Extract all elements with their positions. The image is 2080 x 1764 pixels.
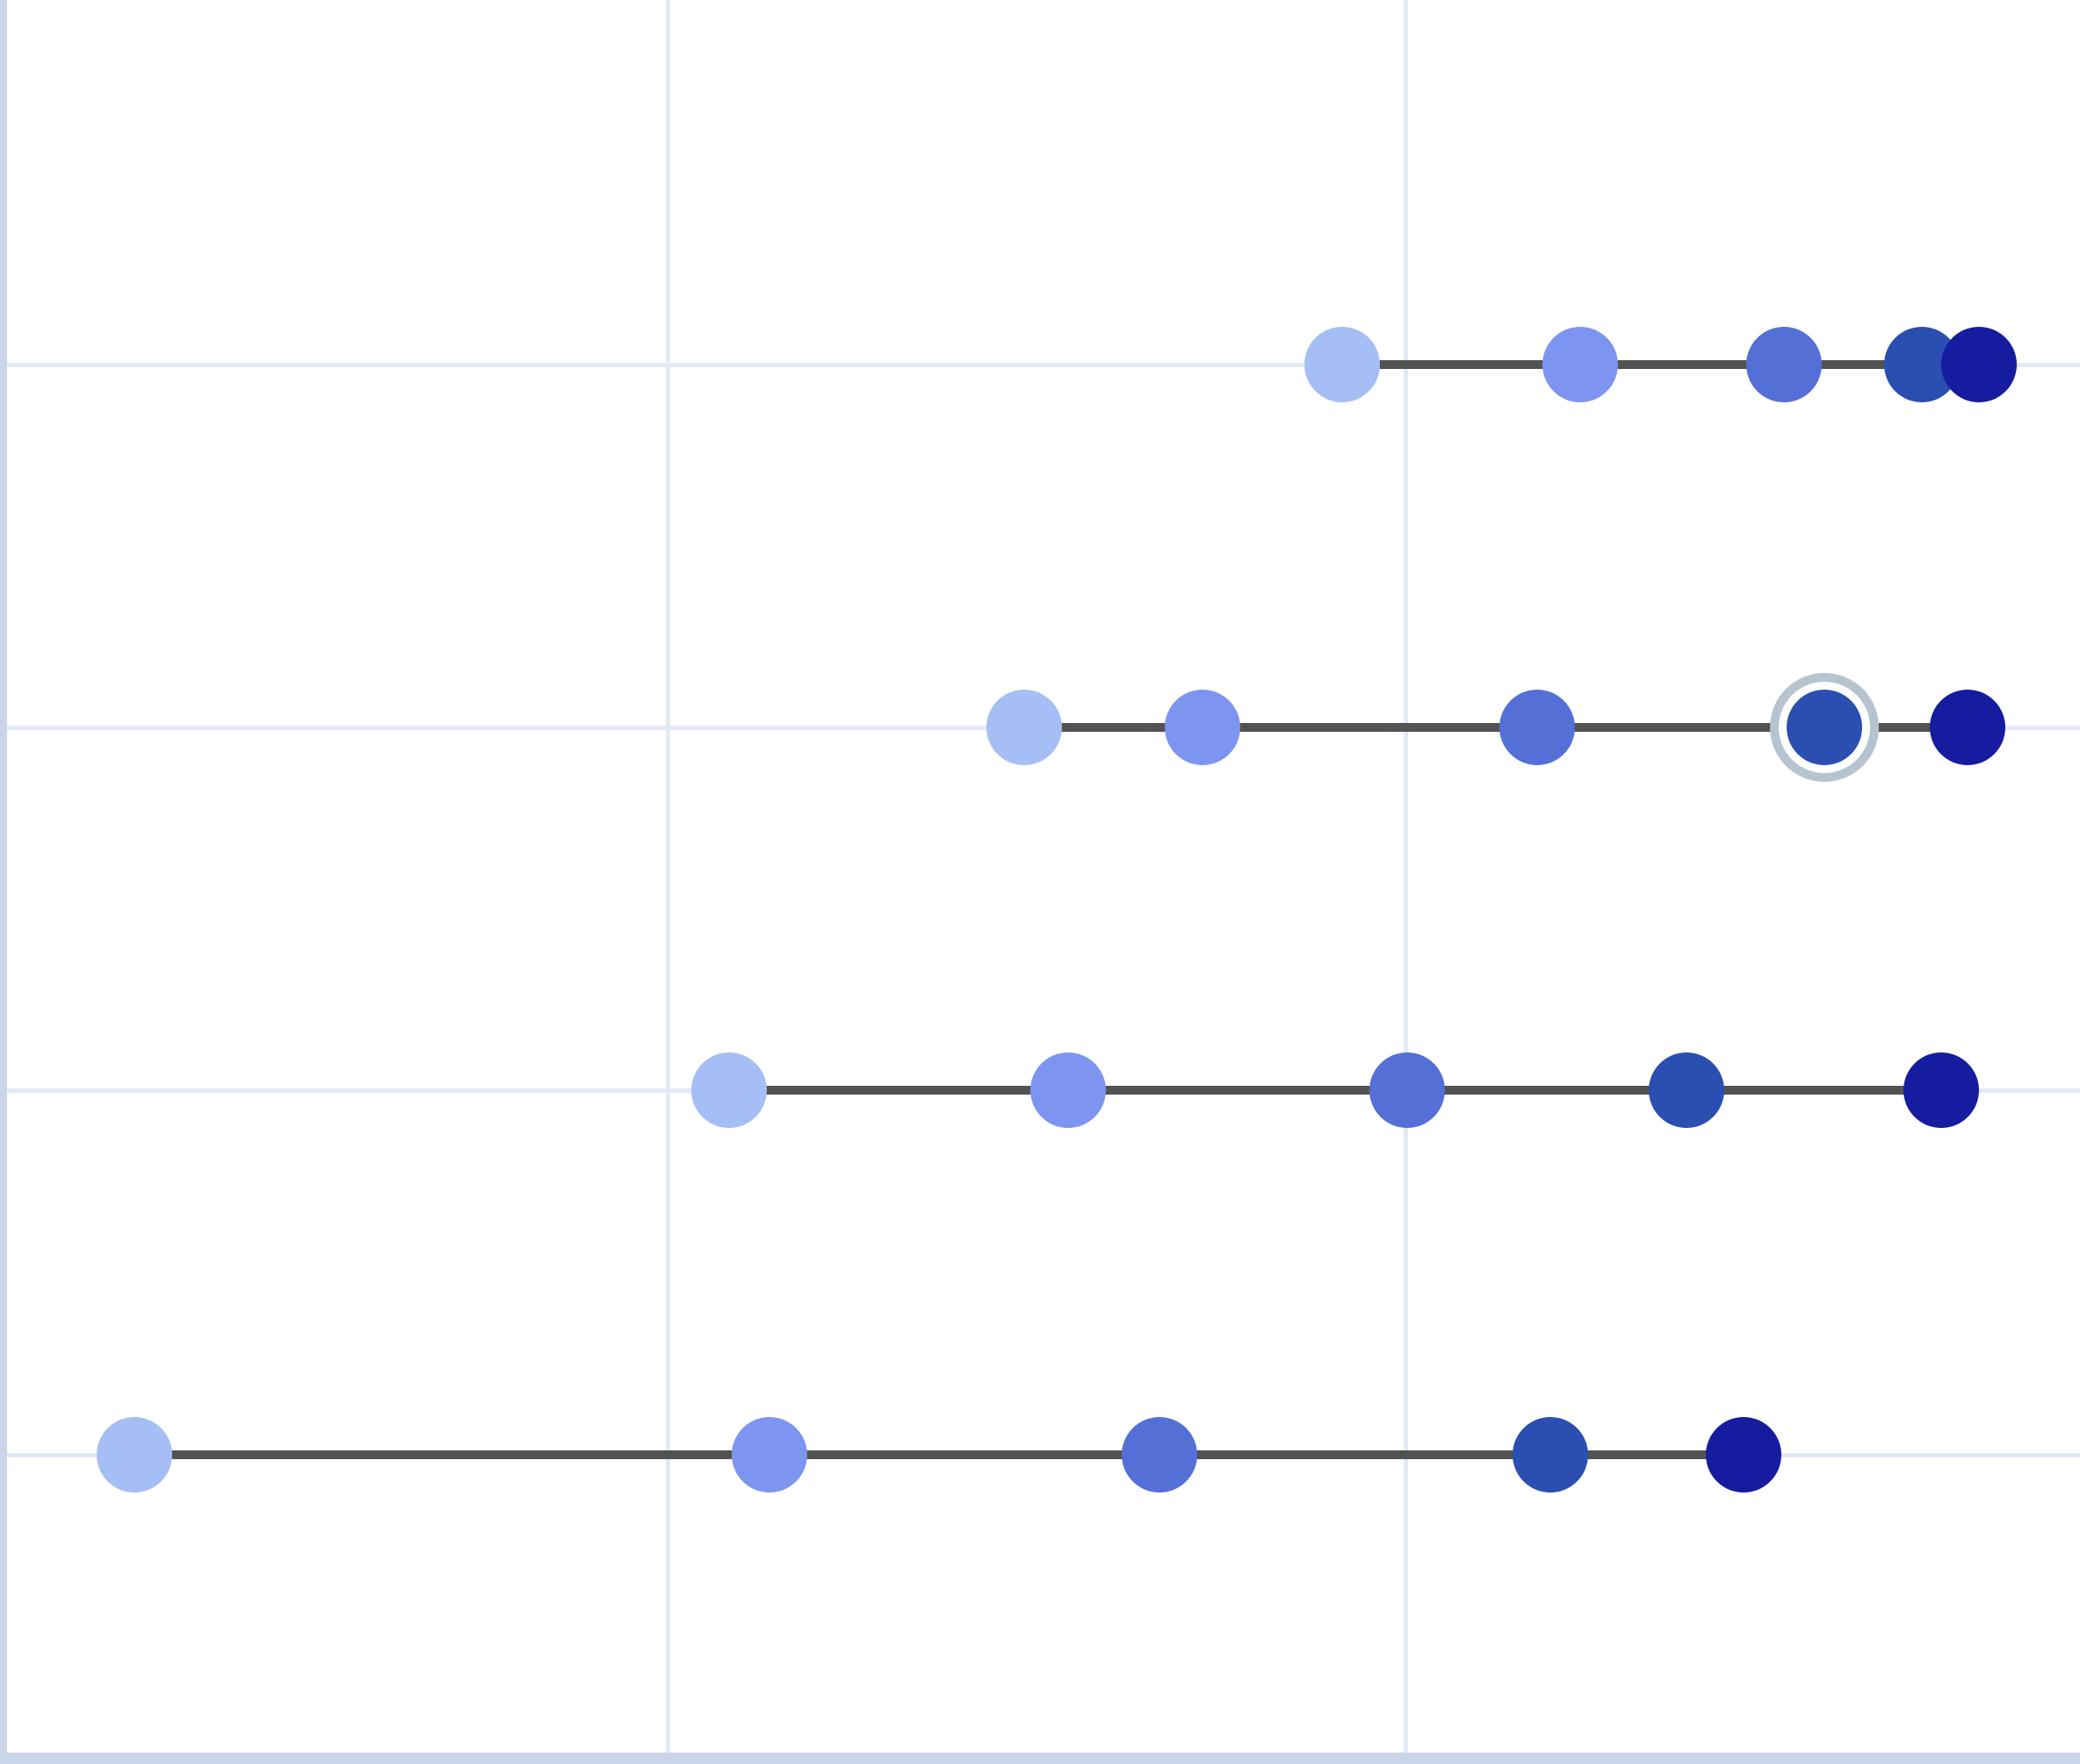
data-point[interactable]	[1941, 327, 2017, 402]
connector-line	[1342, 360, 1979, 369]
vertical-gridline	[665, 0, 670, 1764]
data-point[interactable]	[97, 1417, 172, 1493]
data-point[interactable]	[1649, 1052, 1724, 1128]
connector-line	[729, 1086, 1941, 1095]
data-point[interactable]	[986, 690, 1062, 765]
x-axis-edge	[0, 1753, 2080, 1764]
data-point[interactable]	[1706, 1417, 1781, 1493]
data-point[interactable]	[1903, 1052, 1979, 1128]
horizontal-gridline	[0, 362, 2080, 367]
data-point[interactable]	[1542, 327, 1618, 402]
data-point[interactable]	[1513, 1417, 1588, 1493]
connector-line	[1024, 723, 1968, 732]
y-axis-edge	[0, 0, 7, 1764]
data-point[interactable]	[691, 1052, 767, 1128]
data-point[interactable]	[1746, 327, 1822, 402]
data-point[interactable]	[732, 1417, 807, 1493]
data-point[interactable]	[1304, 327, 1380, 402]
data-point-selected[interactable]	[1787, 690, 1862, 765]
vertical-gridline	[1403, 0, 1408, 1764]
data-point[interactable]	[1122, 1417, 1197, 1493]
data-point[interactable]	[1030, 1052, 1106, 1128]
data-point[interactable]	[1369, 1052, 1445, 1128]
data-point[interactable]	[1165, 690, 1240, 765]
data-point[interactable]	[1499, 690, 1575, 765]
connector-line	[134, 1450, 1744, 1459]
data-point[interactable]	[1930, 690, 2005, 765]
